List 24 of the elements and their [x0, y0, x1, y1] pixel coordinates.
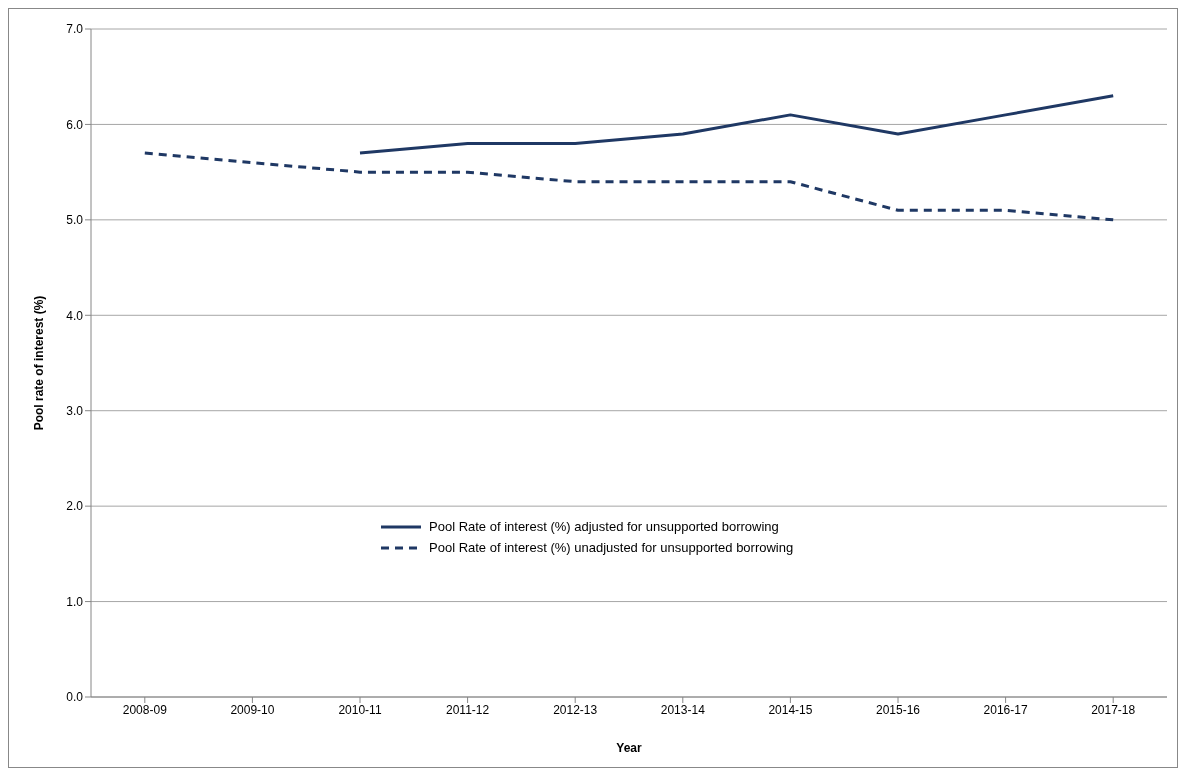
x-tick-label: 2011-12: [446, 702, 490, 717]
x-axis-title: Year: [616, 741, 643, 755]
x-tick-label: 2010-11: [338, 702, 382, 717]
line-series: [143, 151, 1115, 222]
y-axis-title: Pool rate of interest (%): [32, 295, 47, 431]
y-tick-label: 6.0: [66, 117, 84, 132]
x-tick-label: 2015-16: [875, 702, 921, 717]
line-series: [358, 94, 1115, 155]
x-tick-label: 2016-17: [983, 702, 1028, 717]
legend-label: Pool Rate of interest (%) unadjusted for unsupported borrowing: [429, 540, 794, 555]
x-tick-label: 2008-09: [122, 702, 168, 717]
y-tick-label: 5.0: [66, 213, 84, 228]
x-tick-label: 2014-15: [768, 702, 813, 717]
y-tick-label: 0.0: [66, 690, 84, 705]
legend-label: Pool Rate of interest (%) adjusted for unsupported borrowing: [429, 519, 779, 534]
x-tick-label: 2012-13: [553, 702, 598, 717]
y-tick-label: 7.0: [66, 22, 84, 37]
y-tick-label: 4.0: [66, 308, 84, 323]
y-tick-label: 1.0: [66, 594, 84, 609]
x-tick-label: 2013-14: [660, 702, 706, 717]
y-tick-label: 3.0: [66, 403, 84, 418]
y-tick-label: 2.0: [66, 499, 84, 514]
x-tick-label: 2017-18: [1091, 702, 1136, 717]
x-tick-label: 2009-10: [230, 702, 275, 717]
